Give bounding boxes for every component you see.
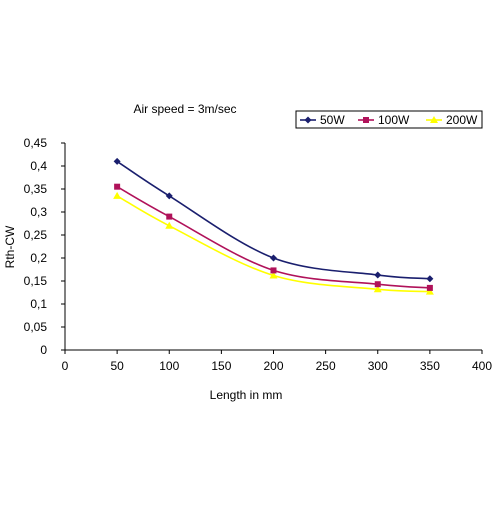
x-axis-label: Length in mm	[210, 388, 283, 402]
y-tick-label: 0,4	[30, 159, 47, 173]
legend-label-50w: 50W	[320, 113, 345, 127]
data-point-50w	[426, 275, 434, 283]
data-point-200w	[425, 287, 434, 295]
x-tick-label: 200	[263, 359, 283, 373]
y-tick-label: 0,25	[24, 228, 48, 242]
y-tick-label: 0,2	[30, 251, 47, 265]
legend-box	[295, 110, 483, 129]
data-point-50w	[113, 157, 121, 165]
x-tick-label: 100	[159, 359, 179, 373]
y-tick-label: 0	[40, 343, 47, 357]
x-tick-label: 300	[368, 359, 388, 373]
legend-marker-50w	[304, 116, 312, 124]
data-point-200w	[113, 191, 122, 199]
y-axis-label: Rth-CW	[3, 225, 17, 268]
legend-marker-100w	[363, 117, 369, 123]
y-tick-label: 0,15	[24, 274, 48, 288]
x-tick-label: 150	[211, 359, 231, 373]
data-point-200w	[165, 221, 174, 229]
axes: 0 0,05 0,1 0,15 0,2 0,25 0,3 0,35 0,4 0,45 0 50 100 1…	[24, 136, 493, 373]
y-tick-label: 0,45	[24, 136, 48, 150]
legend-label-200w: 200W	[446, 113, 478, 127]
y-tick-label: 0,05	[24, 320, 48, 334]
x-tick-label: 50	[110, 359, 124, 373]
legend-label-100w: 100W	[378, 113, 410, 127]
y-tick-label: 0,35	[24, 182, 48, 196]
y-tick-label: 0,3	[30, 205, 47, 219]
data-point-100w	[114, 183, 121, 190]
x-tick-label: 0	[62, 359, 69, 373]
legend: 50W 100W 200W	[295, 110, 483, 129]
data-point-50w	[374, 271, 382, 279]
data-point-100w	[426, 284, 433, 291]
data-point-200w	[373, 285, 382, 293]
data-point-100w	[374, 281, 381, 288]
y-tick-label: 0,1	[30, 297, 47, 311]
chart-title: Air speed = 3m/sec	[133, 102, 236, 116]
data-point-50w	[165, 192, 173, 200]
legend-marker-200w	[430, 116, 438, 123]
x-tick-label: 400	[472, 359, 492, 373]
data-point-50w	[270, 254, 277, 262]
data-point-100w	[270, 267, 277, 274]
data-point-200w	[269, 271, 278, 279]
x-tick-label: 250	[316, 359, 336, 373]
data-point-100w	[166, 213, 173, 220]
plot-series	[113, 157, 434, 295]
x-tick-label: 350	[420, 359, 440, 373]
